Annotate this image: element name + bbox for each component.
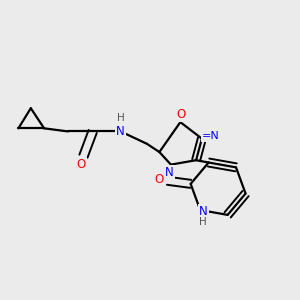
Text: N: N: [116, 125, 125, 138]
Text: O: O: [76, 158, 86, 171]
Text: H: H: [117, 113, 124, 123]
Text: =N: =N: [202, 131, 220, 141]
Text: N: N: [165, 166, 174, 179]
Text: N: N: [199, 205, 208, 218]
Text: H: H: [200, 218, 207, 227]
Text: O: O: [154, 173, 164, 186]
Text: O: O: [177, 108, 186, 121]
